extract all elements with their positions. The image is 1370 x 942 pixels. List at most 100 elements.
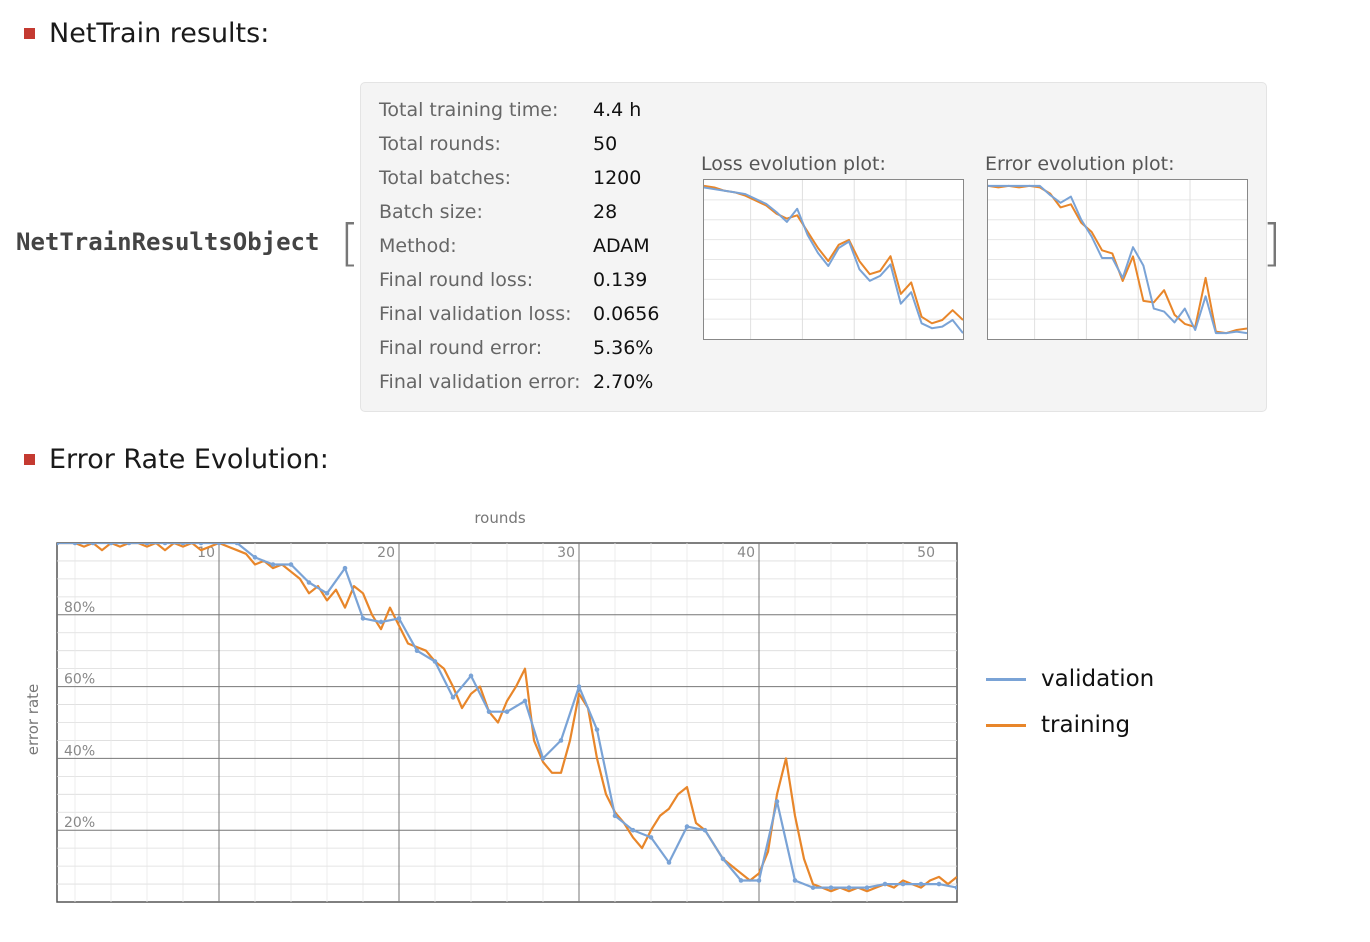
data-point-validation	[684, 824, 690, 829]
mini-series-line-training	[704, 184, 963, 325]
summary-value: 5.36%	[593, 337, 654, 359]
summary-row: Total batches: 1200	[379, 167, 641, 191]
data-point-validation	[378, 619, 384, 625]
data-point-validation	[234, 543, 240, 546]
summary-row: Total rounds: 50	[379, 133, 617, 157]
section-heading-text: NetTrain results:	[49, 18, 270, 49]
error-evolution-plot[interactable]	[987, 179, 1248, 340]
data-point-validation	[396, 616, 402, 621]
y-tick-label: 20%	[64, 815, 95, 831]
y-axis-label: error rate	[24, 684, 42, 756]
legend-item-validation: validation	[986, 656, 1154, 702]
legend-label-validation: validation	[1041, 666, 1155, 692]
legend-item-training: training	[986, 702, 1154, 748]
data-point-validation	[144, 543, 150, 546]
data-point-validation	[342, 565, 348, 571]
data-point-validation	[576, 684, 582, 689]
summary-label: Total training time:	[379, 99, 559, 121]
data-point-validation	[828, 885, 834, 890]
legend-swatch-validation	[986, 677, 1026, 681]
summary-value: 4.4 h	[593, 99, 642, 121]
summary-value: 0.139	[593, 269, 648, 291]
data-point-validation	[486, 709, 492, 715]
summary-label: Final round loss:	[379, 269, 534, 291]
data-point-validation	[648, 835, 654, 840]
legend-swatch-training	[986, 723, 1026, 727]
data-point-validation	[180, 543, 186, 546]
data-point-validation	[558, 738, 564, 743]
chart-legend: validation training	[986, 656, 1154, 748]
section-bullet-icon	[24, 28, 35, 39]
summary-label: Method:	[379, 235, 457, 257]
data-point-validation	[594, 727, 600, 732]
data-point-validation	[666, 860, 672, 865]
loss-plot-title: Loss evolution plot:	[701, 153, 886, 175]
loss-evolution-plot[interactable]	[703, 179, 964, 340]
summary-label: Final validation error:	[379, 371, 581, 393]
data-point-validation	[702, 827, 708, 833]
y-tick-label: 80%	[64, 600, 95, 616]
data-point-validation	[108, 543, 114, 546]
summary-row: Total training time: 4.4 h	[379, 99, 641, 123]
data-point-validation	[846, 885, 852, 890]
data-point-validation	[936, 881, 942, 887]
summary-label: Final round error:	[379, 337, 543, 359]
data-point-validation	[360, 616, 366, 621]
summary-row: Final round error: 5.36%	[379, 337, 653, 361]
data-point-validation	[252, 555, 258, 560]
summary-label: Total rounds:	[379, 133, 501, 155]
data-point-validation	[792, 878, 798, 883]
data-point-validation	[774, 799, 780, 804]
data-point-validation	[720, 856, 726, 862]
y-tick-label: 40%	[64, 743, 95, 759]
summary-label: Final validation loss:	[379, 303, 572, 325]
data-point-validation	[612, 813, 618, 819]
y-tick-label: 60%	[64, 672, 95, 688]
data-point-validation	[450, 695, 456, 700]
data-point-validation	[72, 543, 78, 546]
x-tick-label: 20	[377, 545, 395, 561]
x-tick-label: 40	[737, 545, 755, 561]
series-line-training	[57, 543, 957, 893]
summary-value: ADAM	[593, 235, 650, 257]
data-point-validation	[198, 543, 204, 546]
summary-value: 28	[593, 201, 618, 223]
mini-series-line-validation	[988, 184, 1247, 335]
error-plot-title: Error evolution plot:	[985, 153, 1175, 175]
data-point-validation	[756, 878, 762, 883]
results-summary-panel[interactable]: Total training time: 4.4 h Total rounds: 50…	[360, 82, 1267, 412]
summary-row: Final round loss: 0.139	[379, 269, 647, 293]
x-tick-label: 30	[557, 545, 575, 561]
summary-label: Batch size:	[379, 201, 483, 223]
mini-series-line-validation	[704, 186, 963, 334]
data-point-validation	[270, 562, 276, 567]
legend-label-training: training	[1041, 712, 1131, 738]
data-point-validation	[738, 878, 744, 883]
data-point-validation	[216, 543, 222, 546]
data-point-validation	[954, 885, 957, 890]
summary-value: 1200	[593, 167, 642, 189]
data-point-validation	[882, 881, 888, 887]
data-point-validation	[126, 543, 132, 546]
summary-row: Final validation error: 2.70%	[379, 371, 653, 395]
data-point-validation	[864, 885, 870, 890]
data-point-validation	[288, 562, 294, 567]
left-bracket-icon: [	[340, 214, 360, 272]
data-point-validation	[918, 881, 924, 887]
summary-label: Total batches:	[379, 167, 512, 189]
x-axis-label: rounds	[474, 509, 526, 527]
data-point-validation	[810, 885, 816, 890]
data-point-validation	[57, 543, 60, 546]
data-point-validation	[900, 881, 906, 887]
data-point-validation	[324, 590, 330, 596]
section-heading-error-rate: Error Rate Evolution:	[24, 444, 329, 475]
data-point-validation	[630, 827, 636, 833]
section-heading-text: Error Rate Evolution:	[49, 444, 329, 475]
data-point-validation	[540, 756, 546, 761]
data-point-validation	[414, 648, 420, 653]
summary-row: Method: ADAM	[379, 235, 650, 259]
data-point-validation	[504, 709, 510, 715]
summary-value: 0.0656	[593, 303, 660, 325]
data-point-validation	[468, 673, 474, 679]
